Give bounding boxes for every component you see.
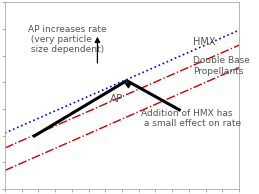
Text: AP: AP xyxy=(110,94,124,104)
Text: HMX: HMX xyxy=(193,37,216,47)
Text: AP increases rate
 (very particle
 size dependent): AP increases rate (very particle size de… xyxy=(28,24,107,54)
Text: Double Base
Propellants: Double Base Propellants xyxy=(193,56,250,76)
Text: Addition of HMX has
 a small effect on rate: Addition of HMX has a small effect on ra… xyxy=(141,109,241,128)
